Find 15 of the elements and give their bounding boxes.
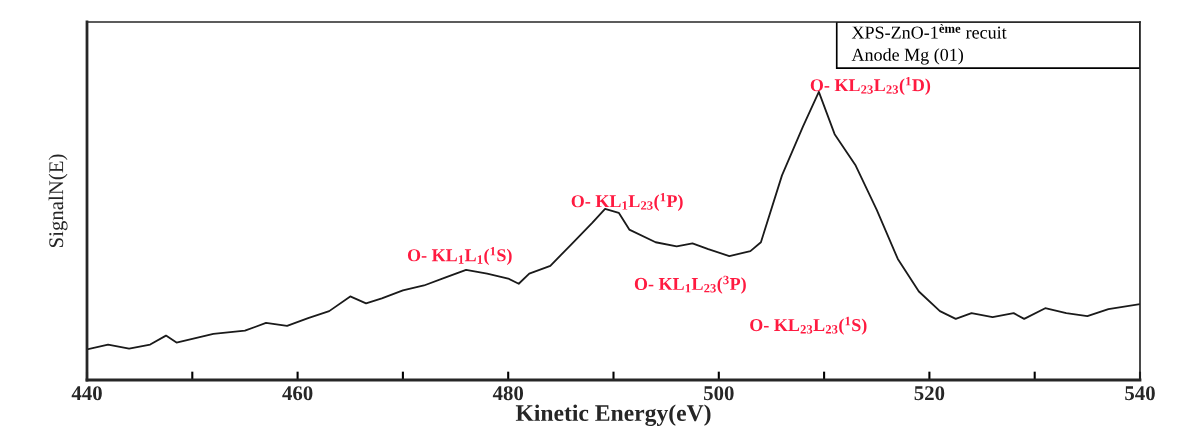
x-tick-label: 460 xyxy=(282,386,313,401)
x-tick-label: 480 xyxy=(492,386,524,401)
x-axis-title: Kinetic Energy(eV) xyxy=(515,404,711,427)
x-tick-label: 500 xyxy=(704,386,734,401)
annotation: O- KL$_{23}$L$_{23}$($^{1}$S) xyxy=(750,316,867,335)
x-tick-label: 520 xyxy=(914,386,945,401)
x-tick-label: 440 xyxy=(71,386,102,401)
y-axis-title: SignalN(E) xyxy=(48,154,68,248)
text: Anode Mg (01) xyxy=(851,48,964,65)
annotation: O- KL$_{1}$L$_{1}$($^{1}$S) xyxy=(407,247,512,265)
annotation: O- KL$_{1}$L$_{23}$($^{1}$P) xyxy=(571,192,683,211)
text: XPS-ZnO-1$^{ème}$ recuit xyxy=(851,23,1007,39)
annotation: O- KL$_{23}$L$_{23}$($^{1}$D) xyxy=(810,76,931,95)
annotation: O- KL$_{1}$L$_{23}$($^{3}$P) xyxy=(634,275,746,294)
x-tick-label: 540 xyxy=(1125,386,1155,401)
